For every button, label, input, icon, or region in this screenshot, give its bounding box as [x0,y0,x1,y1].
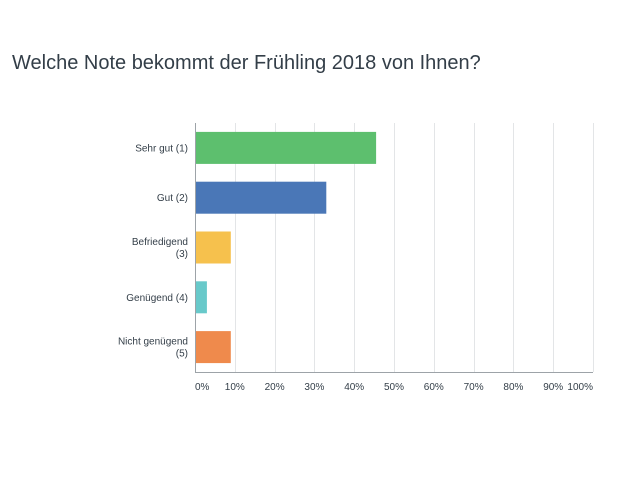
x-tick-label: 60% [424,382,444,393]
category-label: Gut (2) [157,193,188,204]
bar [195,181,327,214]
x-tick-label: 10% [225,382,245,393]
bar [195,231,231,264]
x-tick-label: 50% [384,382,404,393]
x-tick-label: 70% [464,382,484,393]
x-tick-label: 90% [543,382,563,393]
category-label: (5) [176,349,188,360]
category-label: (3) [176,249,188,260]
x-tick-label: 20% [265,382,285,393]
category-label: Nicht genügend [118,337,188,348]
x-tick-label: 30% [304,382,324,393]
bar [195,131,377,164]
x-tick-label: 100% [567,382,593,393]
category-label: Sehr gut (1) [135,143,188,154]
bar [195,281,207,314]
x-tick-label: 0% [195,382,210,393]
bar [195,331,231,364]
page-title: Welche Note bekommt der Frühling 2018 vo… [12,52,481,74]
category-label: Befriedigend [132,237,188,248]
x-tick-label: 80% [503,382,523,393]
category-label: Genügend (4) [126,293,188,304]
x-tick-label: 40% [344,382,364,393]
